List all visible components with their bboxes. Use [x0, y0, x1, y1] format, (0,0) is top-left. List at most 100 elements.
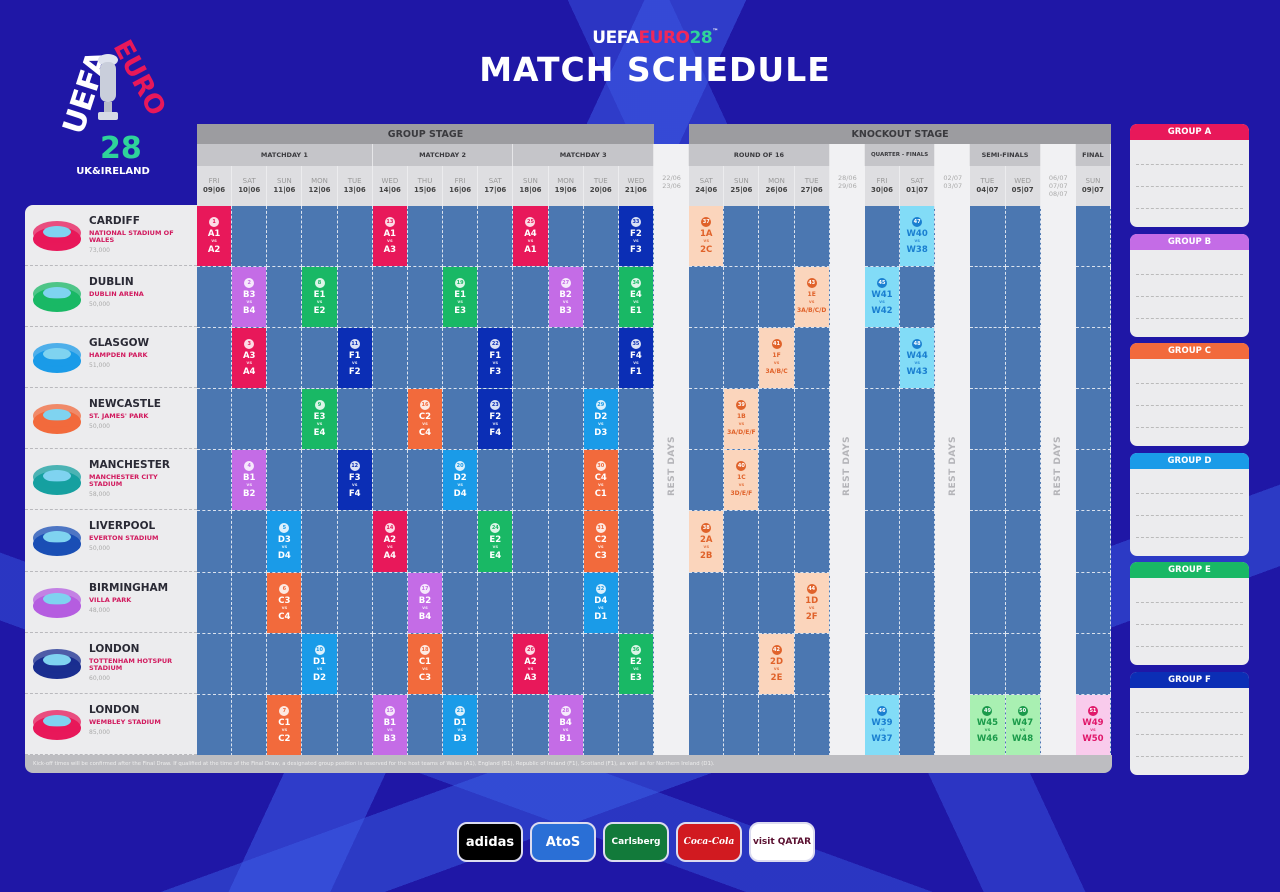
venue-stadium: ST. JAMES' PARK — [89, 412, 149, 421]
match-number: 51 — [1087, 705, 1098, 716]
match-card[interactable]: 45 W41 vs W42 — [864, 267, 900, 328]
match-card[interactable]: 50 W47 vs W48 — [1005, 694, 1040, 755]
schedule-cell — [618, 389, 654, 451]
schedule-cell: 1 A1 vs A2 — [197, 206, 233, 268]
group-table: GROUP E — [1130, 562, 1249, 665]
header: UEFAEURO28™ MATCH SCHEDULE — [380, 28, 930, 89]
match-card[interactable]: 7 C1 vs C2 — [267, 694, 302, 755]
match-card[interactable]: 16 C2 vs C4 — [407, 389, 443, 450]
schedule-cell: 20 D2 vs D4 — [443, 450, 479, 512]
match-card[interactable]: 23 F2 vs F4 — [478, 389, 513, 450]
match-card[interactable]: 43 1E vs 3A/B/C/D — [794, 267, 829, 328]
match-number: 46 — [876, 705, 887, 716]
away-team: A3 — [524, 672, 537, 683]
match-card[interactable]: 47 W40 vs W38 — [900, 206, 935, 267]
match-card[interactable]: 31 C2 vs C3 — [583, 511, 618, 572]
match-card[interactable]: 15 B1 vs B3 — [372, 694, 407, 755]
schedule-cell — [970, 450, 1006, 512]
vs-label: vs — [597, 422, 604, 428]
schedule-cell — [267, 450, 303, 512]
rest-days-label: REST DAYS — [842, 436, 853, 496]
match-card[interactable]: 42 2D vs 2E — [759, 633, 794, 694]
match-card[interactable]: 44 1D vs 2F — [794, 572, 829, 633]
schedule-cell: 10 D1 vs D2 — [302, 633, 338, 695]
match-card[interactable]: 9 E3 vs E4 — [302, 389, 337, 450]
match-card[interactable]: 35 F4 vs F1 — [618, 328, 653, 389]
schedule-cell — [197, 328, 233, 390]
match-card[interactable]: 37 1A vs 2C — [689, 206, 724, 267]
team-line — [1136, 646, 1243, 647]
date-header: FRI 09|06 — [197, 166, 233, 206]
match-card[interactable]: 39 1B vs 3A/D/E/F — [724, 389, 759, 450]
schedule-cell — [197, 694, 233, 756]
match-card[interactable]: 13 A1 vs A3 — [372, 206, 407, 267]
match-card[interactable]: 40 1C vs 3D/E/F — [724, 450, 759, 511]
rest-days-label: REST DAYS — [666, 436, 677, 496]
match-number: 26 — [525, 644, 536, 655]
match-card[interactable]: 25 A4 vs A1 — [513, 206, 548, 267]
date-header: SAT 17|06 — [478, 166, 514, 206]
match-card[interactable]: 1 A1 vs A2 — [197, 206, 232, 267]
match-card[interactable]: 48 W44 vs W43 — [900, 328, 935, 389]
match-card[interactable]: 38 2A vs 2B — [689, 511, 724, 572]
match-card[interactable]: 22 F1 vs F3 — [478, 328, 513, 389]
schedule-cell: 48 W44 vs W43 — [900, 328, 936, 390]
vs-label: vs — [387, 239, 393, 245]
schedule-cell: 51 W49 vs W50 — [1075, 694, 1111, 756]
day-name: FRI — [208, 177, 220, 185]
match-card[interactable]: 12 F3 vs F4 — [337, 450, 372, 511]
match-card[interactable]: 11 F1 vs F2 — [337, 328, 372, 389]
match-card[interactable]: 36 E2 vs E3 — [618, 633, 653, 694]
away-team: F3 — [630, 245, 642, 256]
match-card[interactable]: 2 B3 vs B4 — [232, 267, 267, 328]
day-name: WED — [1014, 177, 1031, 185]
match-number: 16 — [419, 400, 430, 411]
match-card[interactable]: 24 E2 vs E4 — [478, 511, 513, 572]
vs-label: vs — [422, 422, 428, 428]
home-team: E1 — [313, 290, 326, 301]
match-card[interactable]: 14 A2 vs A4 — [372, 511, 407, 572]
match-card[interactable]: 28 B4 vs B1 — [548, 694, 583, 755]
rest-date: 08/07 — [1048, 190, 1068, 198]
schedule-cell — [1005, 389, 1041, 451]
match-card[interactable]: 49 W45 vs W46 — [970, 694, 1005, 755]
match-card[interactable]: 3 A3 vs A4 — [232, 328, 267, 389]
match-card[interactable]: 30 C4 vs C1 — [583, 450, 618, 511]
final-header: FINAL — [1075, 144, 1111, 166]
match-number: 3 — [244, 339, 255, 350]
schedule-cell — [478, 267, 514, 329]
schedule-cell — [407, 328, 444, 390]
schedule-cell — [724, 328, 760, 390]
schedule-cell: 3 A3 vs A4 — [232, 328, 268, 390]
group-table: GROUP B — [1130, 233, 1249, 337]
match-card[interactable]: 29 D2 vs D3 — [583, 389, 618, 450]
match-card[interactable]: 4 B1 vs B2 — [232, 450, 267, 511]
match-card[interactable]: 20 D2 vs D4 — [443, 450, 478, 511]
match-card[interactable]: 17 B2 vs B4 — [407, 572, 443, 633]
match-card[interactable]: 27 B2 vs B3 — [548, 267, 583, 328]
away-team: C3 — [594, 550, 607, 561]
away-team: E4 — [489, 550, 502, 561]
match-card[interactable]: 51 W49 vs W50 — [1075, 694, 1110, 755]
schedule-cell: 15 B1 vs B3 — [372, 694, 408, 756]
schedule-cell — [1005, 633, 1041, 695]
match-card[interactable]: 34 E4 vs E1 — [618, 267, 653, 328]
schedule-cell — [864, 511, 901, 573]
match-card[interactable]: 18 C1 vs C3 — [407, 633, 443, 694]
schedule-cell: 43 1E vs 3A/B/C/D — [794, 267, 830, 329]
away-team: C2 — [278, 733, 291, 744]
match-number: 20 — [455, 461, 466, 472]
match-card[interactable]: 46 W39 vs W37 — [864, 694, 900, 755]
match-card[interactable]: 10 D1 vs D2 — [302, 633, 337, 694]
match-card[interactable]: 26 A2 vs A3 — [513, 633, 548, 694]
match-card[interactable]: 19 E1 vs E3 — [443, 267, 478, 328]
match-card[interactable]: 5 D3 vs D4 — [267, 511, 302, 572]
match-card[interactable]: 6 C3 vs C4 — [267, 572, 302, 633]
match-number: 38 — [701, 522, 712, 533]
match-card[interactable]: 32 D4 vs D1 — [583, 572, 618, 633]
match-card[interactable]: 41 1F vs 3A/B/C — [759, 328, 794, 389]
match-card[interactable]: 21 D1 vs D3 — [443, 694, 478, 755]
vs-label: vs — [1090, 727, 1096, 733]
match-card[interactable]: 33 F2 vs F3 — [618, 206, 653, 267]
match-card[interactable]: 8 E1 vs E2 — [302, 267, 337, 328]
